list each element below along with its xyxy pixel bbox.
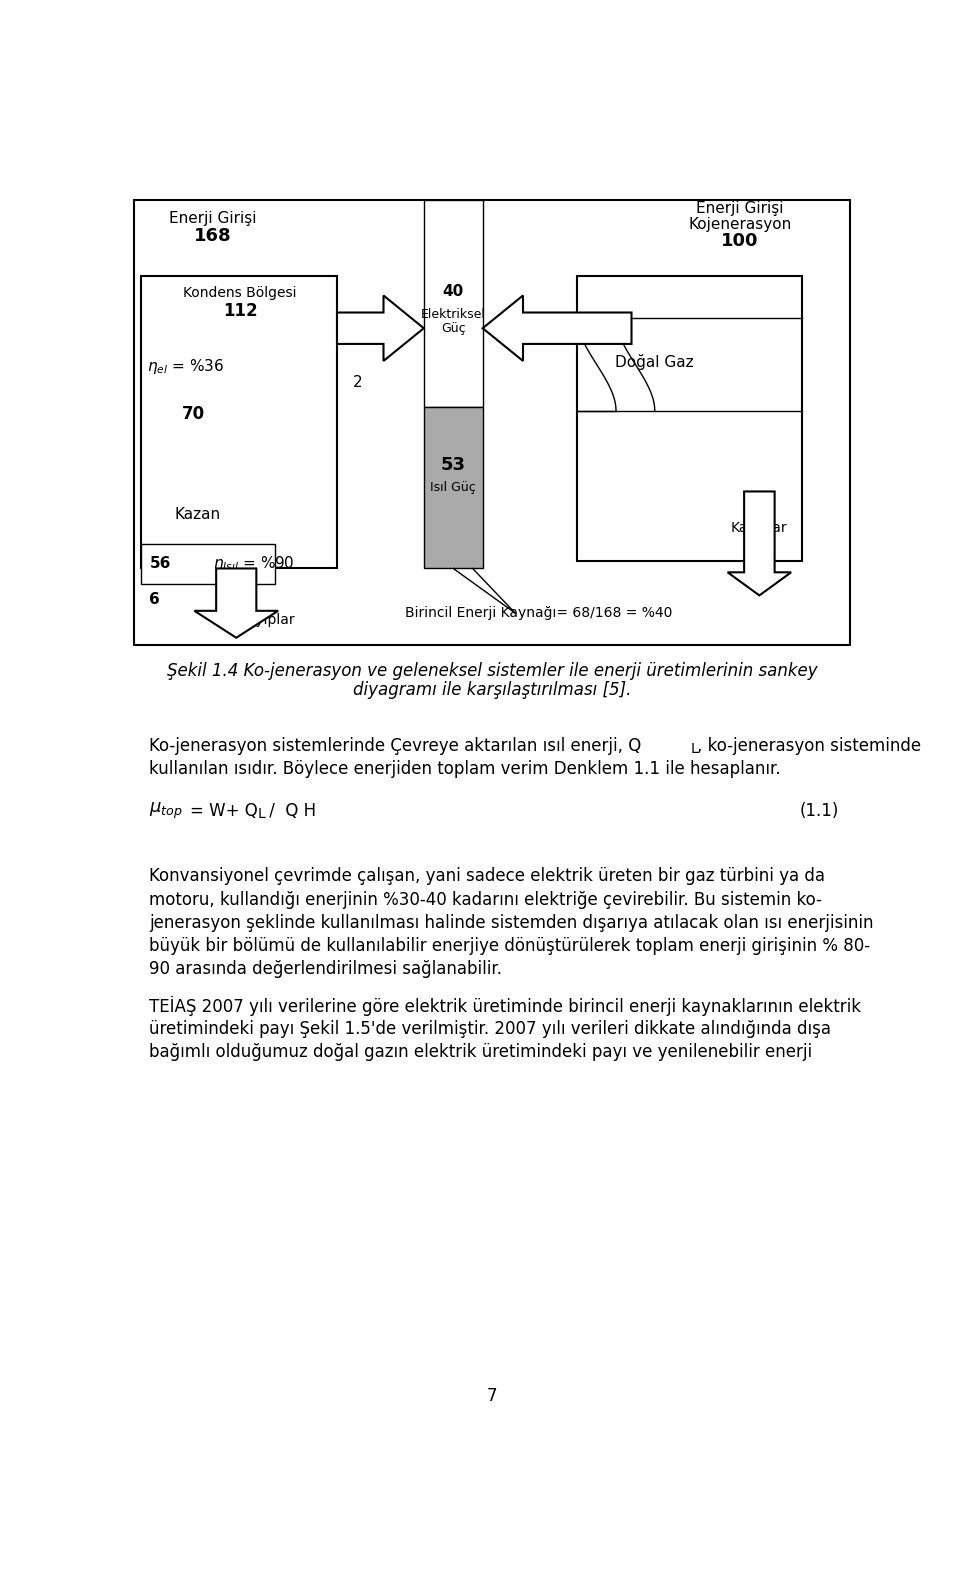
Text: Doğal Gaz: Doğal Gaz [615,354,694,370]
Text: Isıl Güç: Isıl Güç [430,481,476,494]
Polygon shape [483,295,632,362]
Text: 112: 112 [223,301,257,320]
Bar [577,276,802,561]
Text: L: L [690,742,698,755]
Bar [423,201,483,406]
Text: 56: 56 [150,556,171,570]
Polygon shape [728,492,791,596]
Text: 78 Kayıplar: 78 Kayıplar [216,613,295,628]
Text: jenerasyon şeklinde kullanılması halinde sistemden dışarıya atılacak olan ısı en: jenerasyon şeklinde kullanılması halinde… [150,914,874,932]
Text: $\mu_{top}$: $\mu_{top}$ [150,801,183,820]
Bar [134,201,850,645]
Text: Enerji Girişi: Enerji Girişi [169,210,256,226]
Text: L: L [258,808,266,820]
Text: /  Q H: / Q H [264,801,316,820]
Text: Ko-jenerasyon sistemlerinde Çevreye aktarılan ısıl enerji, Q: Ko-jenerasyon sistemlerinde Çevreye akta… [150,736,641,755]
Text: Güç: Güç [441,322,466,335]
Polygon shape [337,295,423,362]
Text: $\eta_{el}$ = %36: $\eta_{el}$ = %36 [147,357,225,376]
Text: 168: 168 [194,226,231,245]
Text: Kondens Bölgesi: Kondens Bölgesi [183,285,297,299]
Text: (1.1): (1.1) [800,801,839,820]
Text: diyagramı ile karşılaştırılması [5].: diyagramı ile karşılaştırılması [5]. [353,682,631,699]
Text: Konvansiyonel çevrimde çalışan, yani sadece elektrik üreten bir gaz türbini ya d: Konvansiyonel çevrimde çalışan, yani sad… [150,868,826,886]
Text: 13: 13 [748,537,771,554]
Bar [141,276,337,569]
Text: 7: 7 [487,1388,497,1405]
Text: Enerji Girişi: Enerji Girişi [696,201,783,215]
Text: Kojenerasyon: Kojenerasyon [688,217,792,231]
Bar [423,406,483,569]
Text: = W+ Q: = W+ Q [190,801,257,820]
Text: Kazan: Kazan [175,507,221,523]
Text: üretimindeki payı Şekil 1.5'de verilmiştir. 2007 yılı verileri dikkate alındığın: üretimindeki payı Şekil 1.5'de verilmişt… [150,1020,831,1039]
Text: 70: 70 [182,406,205,424]
Text: motoru, kullandığı enerjinin %30-40 kadarını elektriğe çevirebilir. Bu sistemin : motoru, kullandığı enerjinin %30-40 kada… [150,890,823,908]
Text: 6: 6 [150,591,160,607]
Text: büyük bir bölümü de kullanılabilir enerjiye dönüştürülerek toplam enerji girişin: büyük bir bölümü de kullanılabilir enerj… [150,937,871,954]
Text: Birincil Enerji Kaynağı= 68/168 = %40: Birincil Enerji Kaynağı= 68/168 = %40 [405,605,672,620]
Text: 53: 53 [441,456,466,473]
Text: 40: 40 [443,284,464,299]
Text: bağımlı olduğumuz doğal gazın elektrik üretimindeki payı ve yenilenebilir enerji: bağımlı olduğumuz doğal gazın elektrik ü… [150,1043,812,1061]
Text: , ko-jenerasyon sisteminde: , ko-jenerasyon sisteminde [697,736,921,755]
Text: 90 arasında değerlendirilmesi sağlanabilir.: 90 arasında değerlendirilmesi sağlanabil… [150,961,502,978]
Text: TEİAŞ 2007 yılı verilerine göre elektrik üretiminde birincil enerji kaynaklarını: TEİAŞ 2007 yılı verilerine göre elektrik… [150,996,861,1016]
Text: Şekil 1.4 Ko-jenerasyon ve geleneksel sistemler ile enerji üretimlerinin sankey: Şekil 1.4 Ko-jenerasyon ve geleneksel si… [167,661,817,680]
Bar [141,543,275,585]
Text: $\eta_{Isıl}$ = %90: $\eta_{Isıl}$ = %90 [213,554,295,572]
Polygon shape [194,569,278,637]
Text: 2: 2 [353,374,363,390]
Text: Kayıplar: Kayıplar [732,521,788,535]
Text: kullanılan ısıdır. Böylece enerjiden toplam verim Denklem 1.1 ile hesaplanır.: kullanılan ısıdır. Böylece enerjiden top… [150,760,781,777]
Text: Elektriksel: Elektriksel [420,307,486,320]
Text: 100: 100 [721,233,758,250]
